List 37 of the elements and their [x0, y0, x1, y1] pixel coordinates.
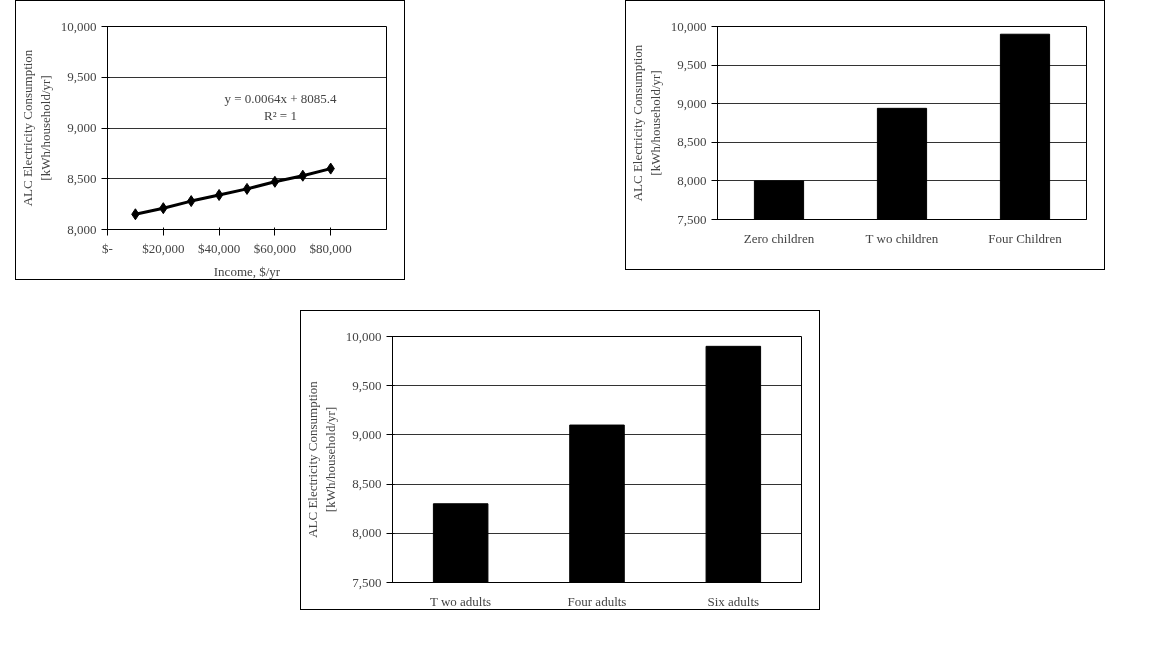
y-tick-label: 9,000 [677, 95, 707, 111]
x-tick-label: T wo children [865, 230, 939, 246]
y-tick-label: 10,000 [345, 328, 382, 344]
y-tick-label: 9,000 [67, 120, 97, 135]
y-tick-label: 8,000 [677, 172, 707, 188]
y-tick-label: 7,500 [352, 574, 382, 590]
y-tick-label: 8,500 [67, 170, 97, 186]
x-tick-label: $- [102, 240, 113, 256]
y-tick-label: 9,000 [352, 426, 382, 442]
y-axis-title: ALC Electricity Consumption [kWh/household/yr] [629, 44, 663, 202]
point [242, 182, 252, 195]
y-tick-label: 9,500 [67, 69, 97, 85]
x-tick-label: Six adults [707, 593, 760, 609]
x-tick-label: $60,000 [253, 240, 297, 256]
y-tick-label: 9,500 [352, 377, 382, 393]
annotation: R² = 1 [264, 107, 297, 123]
y-tick-label: 9,500 [677, 57, 707, 73]
y-tick-label: 10,000 [60, 18, 97, 34]
x-tick-label: Zero children [743, 230, 815, 246]
x-axis-title: Income, $/yr [213, 263, 281, 279]
x-tick-label: $20,000 [142, 240, 185, 256]
y-axis-title: ALC Electricity Consumption [kWh/household/yr] [304, 380, 338, 538]
y-tick-label: 7,500 [677, 211, 707, 227]
y-tick-label: 8,500 [677, 134, 707, 150]
y-tick-label: 8,000 [67, 221, 97, 237]
x-tick-label: $80,000 [309, 240, 352, 256]
x-tick-label: T wo adults [429, 593, 492, 609]
y-tick-label: 10,000 [670, 18, 707, 34]
y-axis-title: ALC Electricity Consumption [kWh/household/yr] [19, 49, 53, 207]
annotation: y = 0.0064x + 8085.4 [224, 90, 338, 106]
x-tick-label: Four adults [567, 593, 627, 609]
point [214, 188, 224, 201]
point [270, 175, 280, 188]
x-tick-label: $40,000 [197, 240, 241, 256]
y-tick-label: 8,000 [352, 525, 382, 541]
x-tick-label: Four Children [988, 230, 1063, 246]
y-tick-label: 8,500 [352, 476, 382, 492]
